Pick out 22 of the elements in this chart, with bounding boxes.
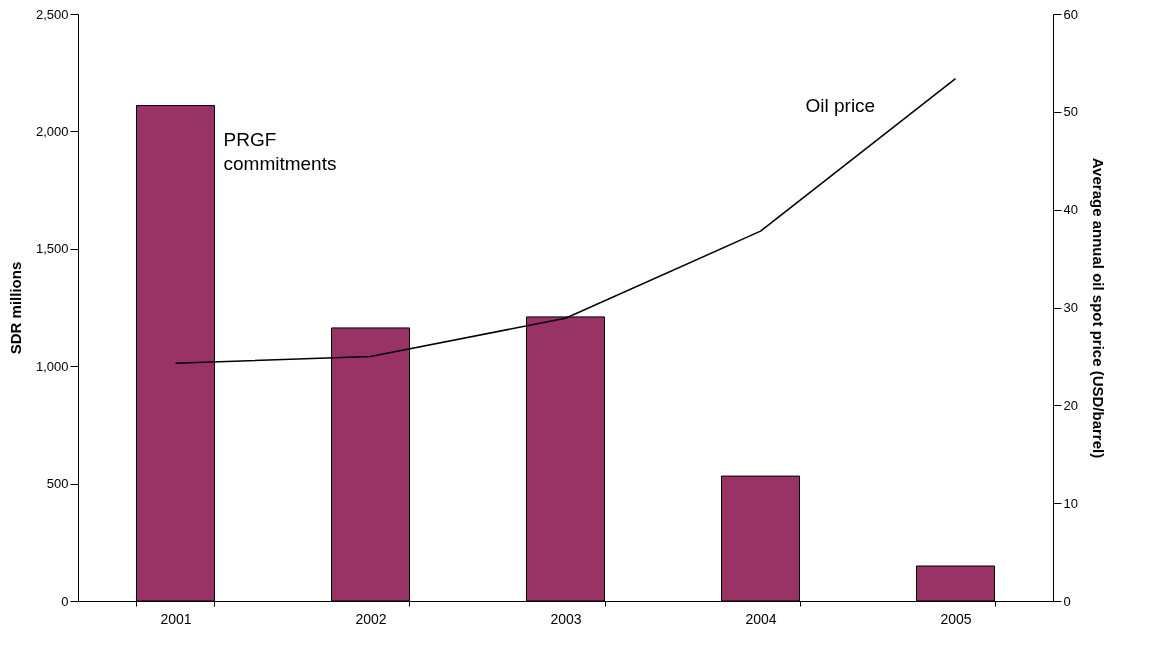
y2-tick-label: 30 bbox=[1063, 300, 1078, 315]
y2-tick-label: 50 bbox=[1063, 104, 1078, 120]
y2-tick-label: 10 bbox=[1063, 495, 1078, 511]
y2-tick-label: 0 bbox=[1063, 593, 1071, 609]
y-axis-title: SDR millions bbox=[6, 261, 24, 355]
y-tick-label: 500 bbox=[46, 476, 69, 492]
x-tick-label: 2005 bbox=[940, 610, 972, 627]
x-tick-label: 2003 bbox=[550, 610, 582, 627]
y2-tick-label: 20 bbox=[1063, 397, 1078, 413]
x-tick-label: 2001 bbox=[160, 610, 192, 627]
y-tick-label: 0 bbox=[61, 593, 69, 609]
y2-axis-title: Average annual oil spot price (USD/barrel) bbox=[1089, 157, 1107, 459]
x-tick-label: 2002 bbox=[355, 610, 387, 627]
series-label: PRGF commitments bbox=[223, 129, 337, 175]
y2-tick-label: 60 bbox=[1063, 6, 1078, 22]
y-tick-label: 1,000 bbox=[35, 358, 69, 374]
series-label: Oil price bbox=[805, 94, 876, 116]
y-tick-label: 2,000 bbox=[35, 123, 69, 139]
y-tick-label: 1,500 bbox=[35, 241, 69, 257]
x-tick-label: 2004 bbox=[745, 610, 777, 627]
y-tick-label: 2,500 bbox=[35, 6, 69, 22]
y2-tick-label: 40 bbox=[1063, 202, 1078, 218]
